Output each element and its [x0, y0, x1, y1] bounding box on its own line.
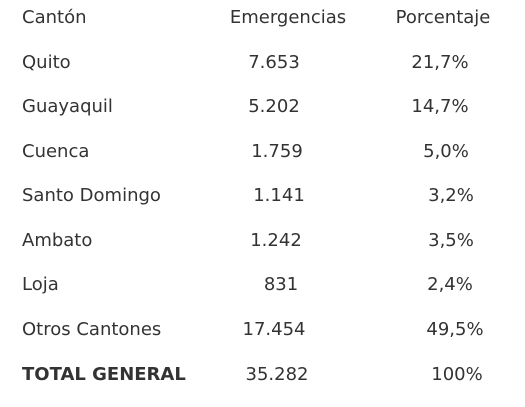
row-porcentaje: 5,0% — [423, 141, 469, 162]
row-canton: Quito — [22, 52, 71, 73]
row-emergencias: 1.242 — [250, 230, 302, 251]
table-row: Quito 7.653 21,7% — [0, 48, 525, 78]
row-porcentaje: 14,7% — [411, 96, 469, 117]
table-header-row: Cantón Emergencias Porcentaje — [0, 3, 525, 33]
row-porcentaje: 2,4% — [427, 274, 473, 295]
header-canton: Cantón — [22, 7, 87, 28]
row-emergencias: 1.759 — [251, 141, 303, 162]
table-row: Cuenca 1.759 5,0% — [0, 137, 525, 167]
row-emergencias: 17.454 — [242, 319, 306, 340]
row-emergencias: 7.653 — [248, 52, 300, 73]
row-canton: Ambato — [22, 230, 93, 251]
row-emergencias: 1.141 — [253, 185, 305, 206]
row-porcentaje: 21,7% — [411, 52, 469, 73]
total-emergencias: 35.282 — [245, 364, 309, 385]
total-porcentaje: 100% — [431, 364, 483, 385]
row-porcentaje: 3,5% — [428, 230, 474, 251]
row-porcentaje: 49,5% — [426, 319, 484, 340]
header-porcentaje: Porcentaje — [395, 7, 491, 28]
row-canton: Otros Cantones — [22, 319, 162, 340]
row-emergencias: 5.202 — [248, 96, 300, 117]
table-row: Guayaquil 5.202 14,7% — [0, 92, 525, 122]
row-canton: Loja — [22, 274, 59, 295]
total-canton: TOTAL GENERAL — [22, 364, 186, 385]
table-row: Ambato 1.242 3,5% — [0, 226, 525, 256]
table-total-row: TOTAL GENERAL 35.282 100% — [0, 360, 525, 390]
row-canton: Guayaquil — [22, 96, 113, 117]
table-row: Otros Cantones 17.454 49,5% — [0, 315, 525, 345]
row-canton: Santo Domingo — [22, 185, 161, 206]
row-canton: Cuenca — [22, 141, 90, 162]
table-row: Santo Domingo 1.141 3,2% — [0, 181, 525, 211]
table-row: Loja 831 2,4% — [0, 270, 525, 300]
row-porcentaje: 3,2% — [428, 185, 474, 206]
header-emergencias: Emergencias — [229, 7, 347, 28]
row-emergencias: 831 — [263, 274, 299, 295]
